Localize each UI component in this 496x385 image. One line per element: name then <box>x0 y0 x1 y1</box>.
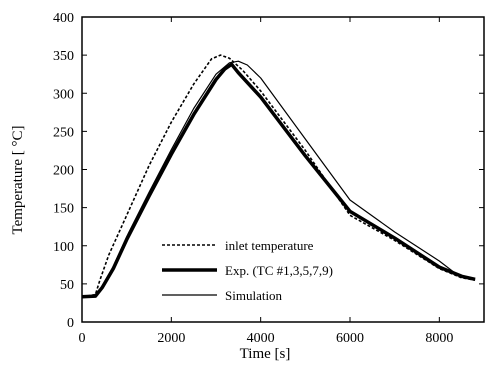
y-axis-title: Temperature [ °C] <box>10 125 26 234</box>
plot-marks <box>81 54 476 299</box>
y-tick-label: 350 <box>53 49 74 64</box>
legend-label-1: inlet temperature <box>225 238 314 253</box>
x-tick-label: 8000 <box>425 331 453 346</box>
y-tick-label: 200 <box>53 164 74 179</box>
legend-label-3: Simulation <box>225 288 283 303</box>
series-line-3 <box>81 60 476 298</box>
x-axis-title: Time [s] <box>240 346 291 362</box>
axis-ticks: 0 2000 4000 6000 8000 0 50 100 150 200 250 300 350 40… <box>53 11 484 346</box>
y-tick-label: 50 <box>60 278 74 293</box>
x-tick-label: 0 <box>79 331 86 346</box>
y-tick-label: 400 <box>53 11 74 26</box>
series-line-2 <box>81 62 476 299</box>
legend: inlet temperature Exp. (TC #1,3,5,7,9) Sim… <box>162 238 333 303</box>
legend-label-2: Exp. (TC #1,3,5,7,9) <box>225 263 333 278</box>
y-tick-label: 100 <box>53 240 74 255</box>
y-tick-label: 250 <box>53 125 74 140</box>
y-tick-label: 300 <box>53 87 74 102</box>
y-tick-label: 150 <box>53 202 74 217</box>
x-tick-label: 2000 <box>157 331 185 346</box>
y-tick-label: 0 <box>67 316 74 331</box>
x-tick-label: 6000 <box>336 331 364 346</box>
series-line-1 <box>81 54 476 298</box>
x-tick-label: 4000 <box>247 331 275 346</box>
